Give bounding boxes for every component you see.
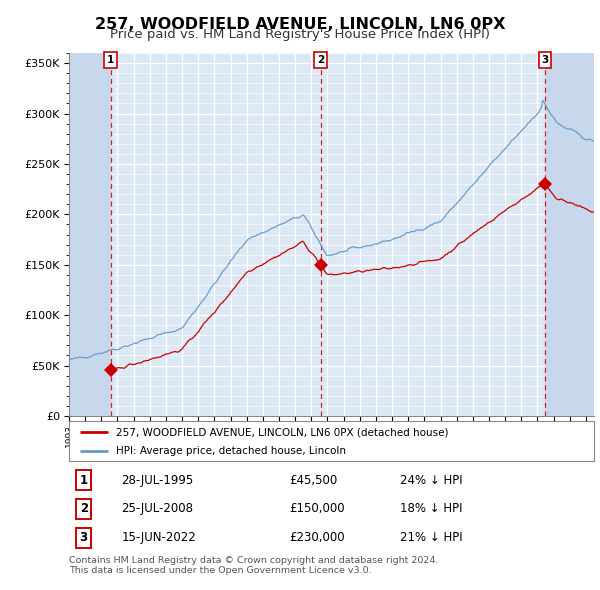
Text: 25-JUL-2008: 25-JUL-2008 xyxy=(121,502,193,515)
Bar xyxy=(545,53,594,416)
Text: 24% ↓ HPI: 24% ↓ HPI xyxy=(400,474,463,487)
Text: 1: 1 xyxy=(80,474,88,487)
Text: HPI: Average price, detached house, Lincoln: HPI: Average price, detached house, Linc… xyxy=(116,447,346,456)
Text: 257, WOODFIELD AVENUE, LINCOLN, LN6 0PX: 257, WOODFIELD AVENUE, LINCOLN, LN6 0PX xyxy=(95,17,505,31)
Text: 1: 1 xyxy=(107,55,115,65)
Text: 3: 3 xyxy=(80,531,88,544)
Text: 15-JUN-2022: 15-JUN-2022 xyxy=(121,531,196,544)
Bar xyxy=(69,53,111,416)
Text: 2: 2 xyxy=(80,502,88,515)
Text: Price paid vs. HM Land Registry's House Price Index (HPI): Price paid vs. HM Land Registry's House … xyxy=(110,28,490,41)
Text: £45,500: £45,500 xyxy=(290,474,338,487)
Text: 2: 2 xyxy=(317,55,325,65)
Text: £230,000: £230,000 xyxy=(290,531,345,544)
Text: 28-JUL-1995: 28-JUL-1995 xyxy=(121,474,194,487)
Text: 257, WOODFIELD AVENUE, LINCOLN, LN6 0PX (detached house): 257, WOODFIELD AVENUE, LINCOLN, LN6 0PX … xyxy=(116,428,449,438)
Text: 21% ↓ HPI: 21% ↓ HPI xyxy=(400,531,463,544)
Text: 18% ↓ HPI: 18% ↓ HPI xyxy=(400,502,462,515)
Text: 3: 3 xyxy=(541,55,548,65)
Text: Contains HM Land Registry data © Crown copyright and database right 2024.
This d: Contains HM Land Registry data © Crown c… xyxy=(69,556,439,575)
Text: £150,000: £150,000 xyxy=(290,502,345,515)
